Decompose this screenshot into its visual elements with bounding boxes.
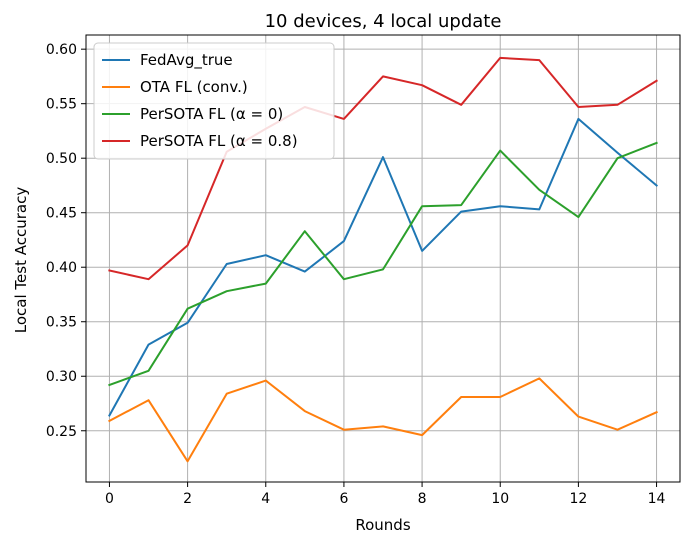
x-tick-label: 14	[648, 491, 666, 507]
x-axis-label: Rounds	[355, 516, 410, 534]
legend-entry: FedAvg_true	[140, 51, 233, 70]
x-axis-ticks: 0 2 4 6 8 10 12 14	[105, 482, 666, 507]
series-line-3	[108, 56, 658, 281]
y-tick-label: 0.25	[46, 424, 77, 440]
y-tick-label: 0.30	[46, 369, 77, 385]
y-tick-label: 0.55	[46, 97, 77, 113]
x-tick-label: 10	[491, 491, 509, 507]
y-tick-label: 0.45	[46, 206, 77, 222]
x-tick-label: 4	[261, 491, 270, 507]
legend-box	[93, 42, 335, 160]
x-tick-label: 2	[183, 491, 192, 507]
x-tick-label: 6	[339, 491, 348, 507]
chart-title: 10 devices, 4 local update	[265, 11, 502, 32]
y-axis-ticks: 0.25 0.30 0.35 0.40 0.45 0.50 0.55 0.60	[46, 42, 86, 440]
x-tick-label: 8	[418, 491, 427, 507]
legend: FedAvg_true OTA FL (conv.) PerSOTA FL (α =…	[93, 42, 335, 160]
plot-frame	[85, 34, 681, 483]
y-axis-label: Local Test Accuracy	[12, 187, 30, 334]
series-line-1	[108, 377, 658, 463]
y-tick-label: 0.50	[46, 151, 77, 167]
legend-entry: PerSOTA FL (α = 0.8)	[140, 132, 298, 150]
series-lines	[108, 56, 659, 463]
y-tick-label: 0.40	[46, 260, 77, 276]
y-tick-label: 0.35	[46, 315, 77, 331]
series-line-2	[108, 141, 658, 387]
x-tick-label: 0	[105, 491, 114, 507]
y-tick-label: 0.60	[46, 42, 77, 58]
x-tick-label: 12	[569, 491, 587, 507]
legend-entry: PerSOTA FL (α = 0)	[140, 105, 283, 123]
legend-entry: OTA FL (conv.)	[140, 78, 248, 96]
